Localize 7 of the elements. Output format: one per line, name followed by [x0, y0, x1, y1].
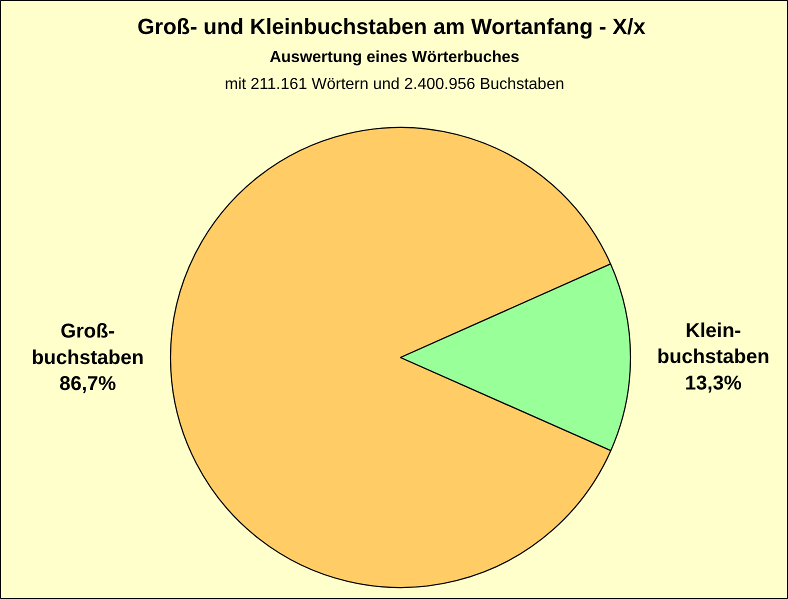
slice-label: Groß- buchstaben — [32, 320, 144, 369]
chart-subtitle: Auswertung eines Wörterbuches — [270, 49, 520, 66]
text: mit 211.161 Wörtern und 2.400.956 Buchstaben — [224, 76, 564, 93]
chart-title: Groß- und Kleinbuchstaben am Wortanfang - X/x — [137, 14, 646, 39]
data-label: 86,7% — [59, 373, 116, 396]
data-label: 13,3% — [684, 372, 742, 395]
slice-label: Klein- buchstaben — [657, 320, 770, 368]
